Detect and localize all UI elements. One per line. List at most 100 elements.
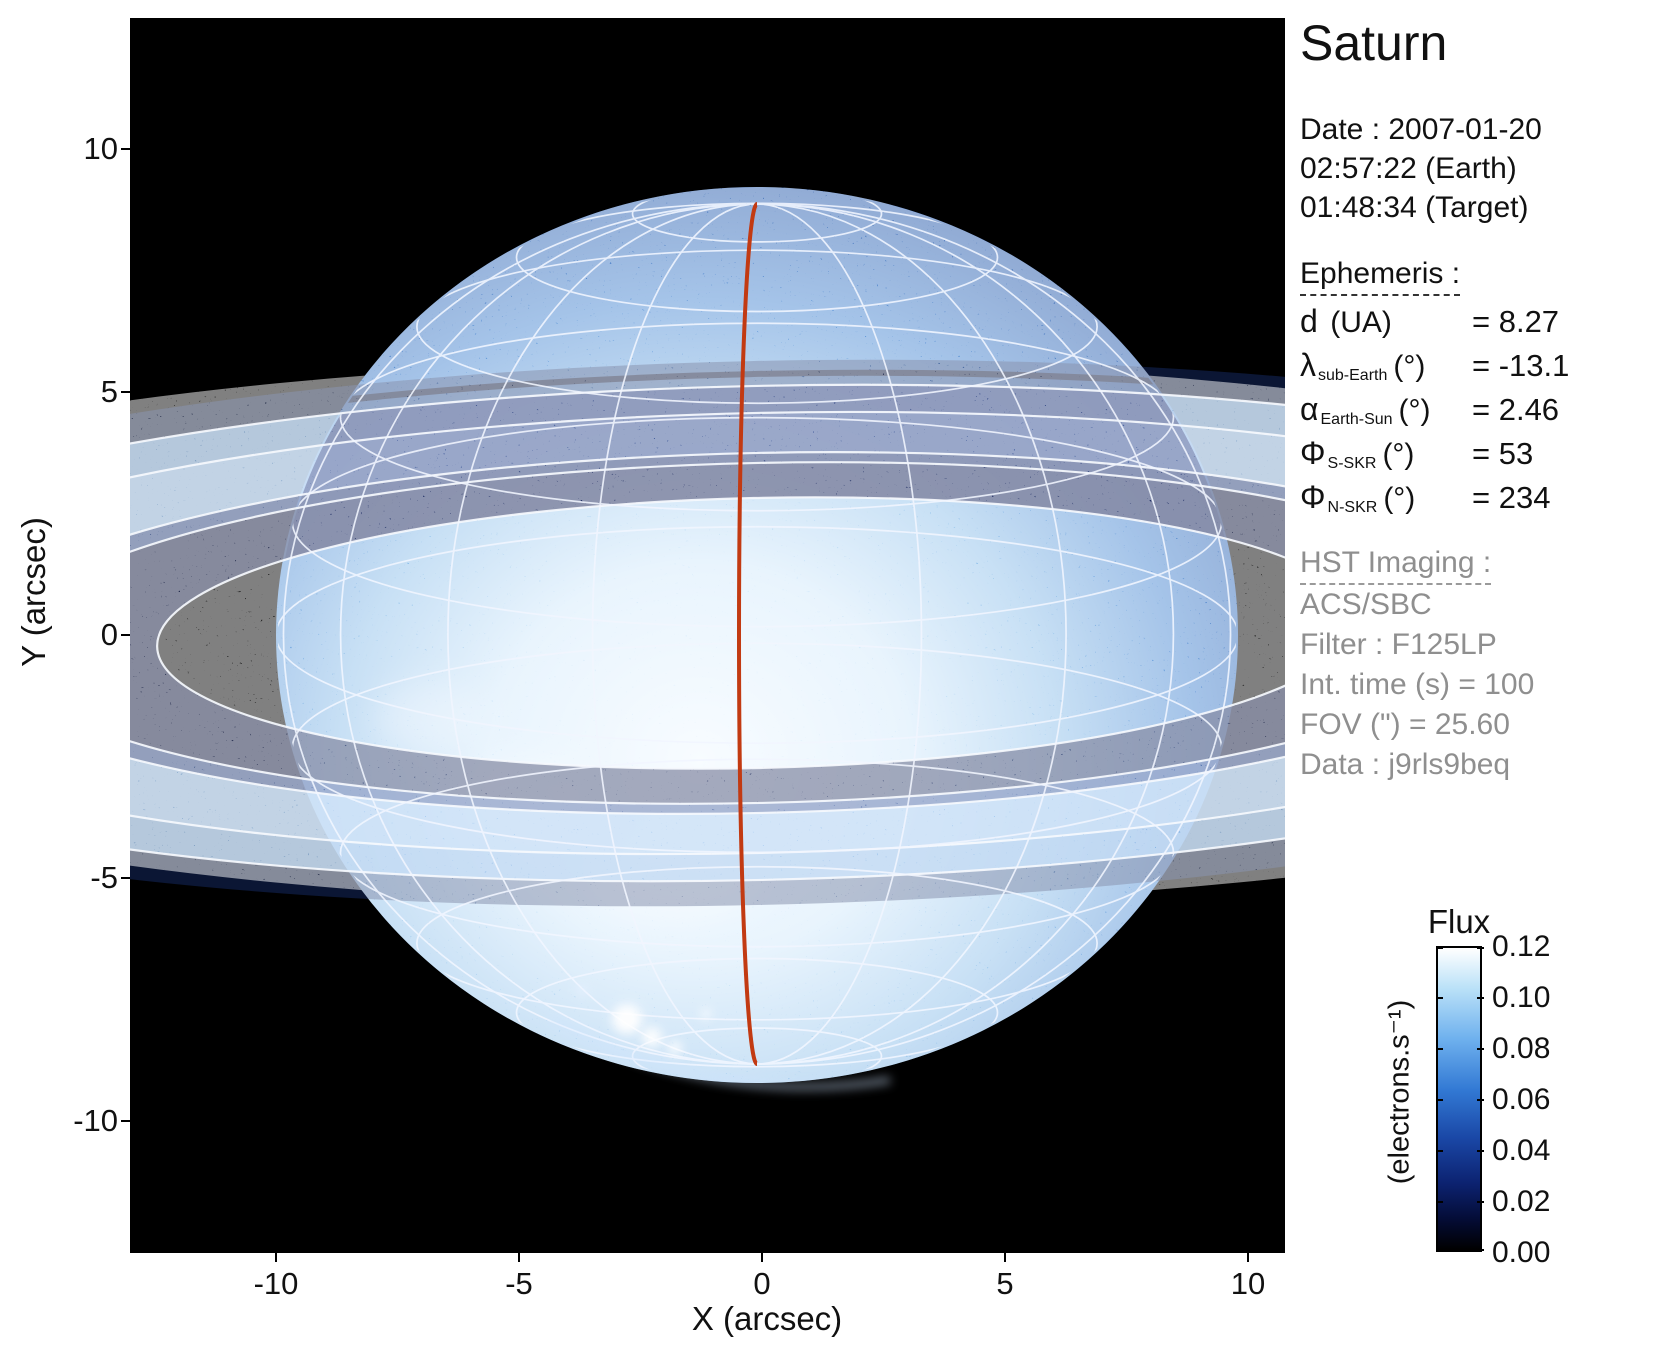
colorbar-tick-mark [1477,947,1484,949]
colorbar-tick-label: 0.02 [1492,1185,1551,1218]
colorbar-tick-mark [1436,1249,1443,1251]
longitude-meridian [447,203,758,1065]
saturn-image-plot [130,18,1285,1253]
y-tick-label: 10 [83,131,118,166]
longitude-meridian [756,203,923,1065]
longitude-meridian [282,203,758,1065]
ephemeris-rows: d (UA) = 8.27 λ sub-Earth (°) = -13.1 α Earth-S… [1300,303,1676,516]
latitude-parallel [631,189,883,243]
x-tick-mark [275,1253,277,1262]
ephemeris-section: Ephemeris : d (UA) = 8.27 λ sub-Earth (°) = -… [1300,257,1676,516]
ephemeris-row-1: λ sub-Earth (°) = -13.1 [1300,347,1676,384]
x-tick-mark [518,1253,520,1262]
longitude-meridian [756,203,1067,1065]
hst-imaging-section: HST Imaging : ACS/SBC Filter : F125LP Int.… [1300,546,1676,785]
ephemeris-label: λ sub-Earth (°) [1300,347,1472,384]
latitude-parallel [416,865,1098,1021]
ephemeris-value: = 2.46 [1472,392,1560,427]
info-panel: Saturn Date : 2007-01-20 02:57:22 (Earth)… [1300,0,1676,785]
y-tick-mark [121,877,130,879]
colorbar-tick-label: 0.10 [1492,981,1551,1014]
x-tick-mark [1004,1253,1006,1262]
longitude-meridian [756,203,1175,1065]
x-axis-label: X (arcsec) [691,1300,843,1337]
y-tick-label: -5 [90,860,118,895]
hst-line-1: Filter : F125LP [1300,628,1497,661]
ephemeris-subscript: N-SKR [1327,499,1378,516]
ephemeris-label: Φ S-SKR (°) [1300,435,1472,472]
y-tick-mark [121,1120,130,1122]
hst-line-3: FOV (") = 25.60 [1300,708,1510,741]
colorbar-tick-label: 0.04 [1492,1134,1551,1167]
ephemeris-heading: Ephemeris : [1300,257,1461,296]
central-meridian-line [737,202,758,1066]
ephemeris-subscript: sub-Earth [1318,367,1388,384]
colorbar-tick-label: 0.06 [1492,1083,1551,1116]
ephemeris-label: α Earth-Sun (°) [1300,391,1472,428]
saturn-image-canvas [130,18,1285,1253]
latitude-parallel [515,202,999,313]
y-tick-label: 0 [100,617,118,652]
ephemeris-subscript: S-SKR [1327,455,1377,472]
ephemeris-subscript [1320,323,1324,341]
y-tick-mark [121,391,130,393]
ephemeris-row-0: d (UA) = 8.27 [1300,303,1676,340]
x-tick-mark [1247,1253,1249,1262]
colorbar-tick-mark [1436,1048,1443,1050]
colorbar-tick-mark [1477,1048,1484,1050]
x-tick-label: -5 [505,1266,533,1301]
latitude-parallel [515,957,999,1068]
x-tick-mark [761,1253,763,1262]
colorbar-tick-mark [1477,1150,1484,1152]
y-tick-mark [121,148,130,150]
ephemeris-row-3: Φ S-SKR (°) = 53 [1300,435,1676,472]
colorbar-tick-mark [1477,1249,1484,1251]
colorbar-tick-mark [1436,1099,1443,1101]
ephemeris-symbol: Φ [1300,479,1326,515]
ephemeris-row-2: α Earth-Sun (°) = 2.46 [1300,391,1676,428]
hst-line-4: Data : j9rls9beq [1300,748,1511,781]
ephemeris-symbol: Φ [1300,435,1326,471]
ephemeris-row-4: Φ N-SKR (°) = 234 [1300,479,1676,516]
colorbar-tick-mark [1436,1150,1443,1152]
y-tick-label: -10 [73,1103,118,1138]
ephemeris-unit: (°) [1393,350,1426,383]
south-pole-aurora [548,984,891,1091]
y-tick-label: 5 [100,374,118,409]
ephemeris-value: = 53 [1472,436,1534,471]
ephemeris-label: d (UA) [1300,303,1472,340]
colorbar-tick-mark [1436,997,1443,999]
ephemeris-unit: (UA) [1330,306,1392,339]
ephemeris-value: = -13.1 [1472,348,1570,383]
observation-line-1: 02:57:22 (Earth) [1300,152,1517,185]
latitude-parallel [339,758,1175,948]
colorbar-tick-label: 0.12 [1492,930,1551,963]
ephemeris-symbol: d [1300,303,1318,339]
latitude-parallel [416,249,1098,405]
longitude-meridian [339,203,758,1065]
ephemeris-value: = 8.27 [1472,304,1560,339]
hst-imaging-lines: ACS/SBC Filter : F125LP Int. time (s) = 10… [1300,585,1676,785]
ephemeris-value: = 234 [1472,480,1551,515]
y-tick-mark [121,634,130,636]
observation-line-0: Date : 2007-01-20 [1300,113,1542,146]
observation-line-2: 01:48:34 (Target) [1300,191,1529,224]
x-tick-label: 0 [753,1266,771,1301]
x-tick-label: 5 [996,1266,1014,1301]
colorbar-tick-mark [1436,947,1443,949]
x-tick-label: 10 [1230,1266,1266,1301]
colorbar-title: Flux [1427,903,1491,940]
longitude-meridian [591,203,758,1065]
colorbar-tick-mark [1477,997,1484,999]
longitude-meridian [756,203,1232,1065]
x-tick-label: -10 [253,1266,299,1301]
ephemeris-symbol: λ [1300,347,1316,383]
latitude-parallel [278,525,1236,745]
hst-line-2: Int. time (s) = 100 [1300,668,1535,701]
ephemeris-unit: (°) [1398,394,1431,427]
ephemeris-symbol: α [1300,391,1319,427]
colorbar-tick-mark [1477,1201,1484,1203]
colorbar-tick-mark [1477,1099,1484,1101]
hst-heading: HST Imaging : [1300,546,1492,585]
